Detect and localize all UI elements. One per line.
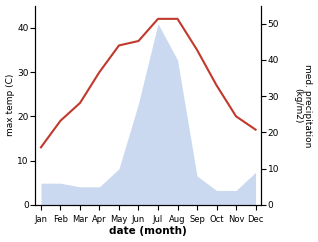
Y-axis label: med. precipitation
(kg/m2): med. precipitation (kg/m2) <box>293 64 313 147</box>
X-axis label: date (month): date (month) <box>109 227 187 236</box>
Y-axis label: max temp (C): max temp (C) <box>5 74 15 136</box>
